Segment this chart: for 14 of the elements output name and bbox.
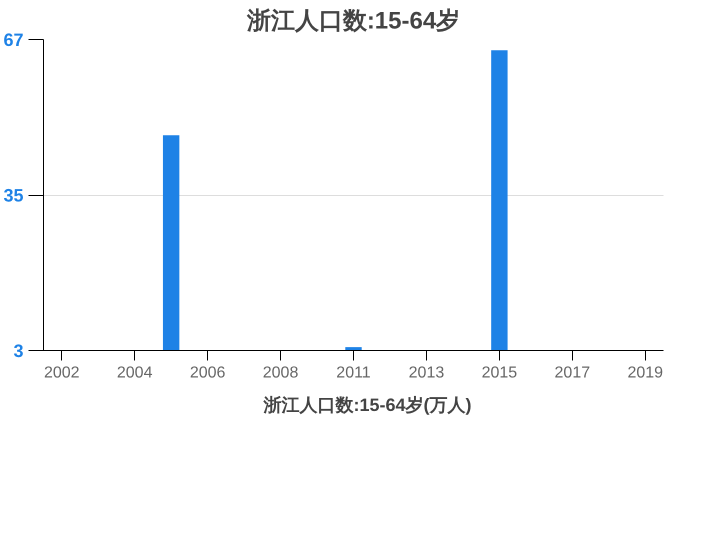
y-tick-label: 3: [13, 341, 24, 361]
chart-title: 浙江人口数:15-64岁: [246, 8, 460, 34]
x-tick-label: 2015: [482, 364, 518, 382]
x-tick-label: 2002: [44, 364, 80, 382]
x-tick-label: 2019: [627, 364, 664, 382]
x-tick-label: 2006: [190, 364, 226, 382]
y-tick-label: 67: [3, 30, 24, 50]
x-tick-label: 2008: [262, 364, 298, 382]
y-tick-label: 35: [3, 186, 24, 206]
x-tick-label: 2004: [116, 364, 153, 382]
x-tick-label: 2017: [554, 364, 590, 382]
text: 浙江人口数:15-64岁(万人): [263, 394, 472, 417]
x-tick-label: 2013: [408, 364, 444, 382]
x-tick-label: 2011: [336, 364, 371, 382]
